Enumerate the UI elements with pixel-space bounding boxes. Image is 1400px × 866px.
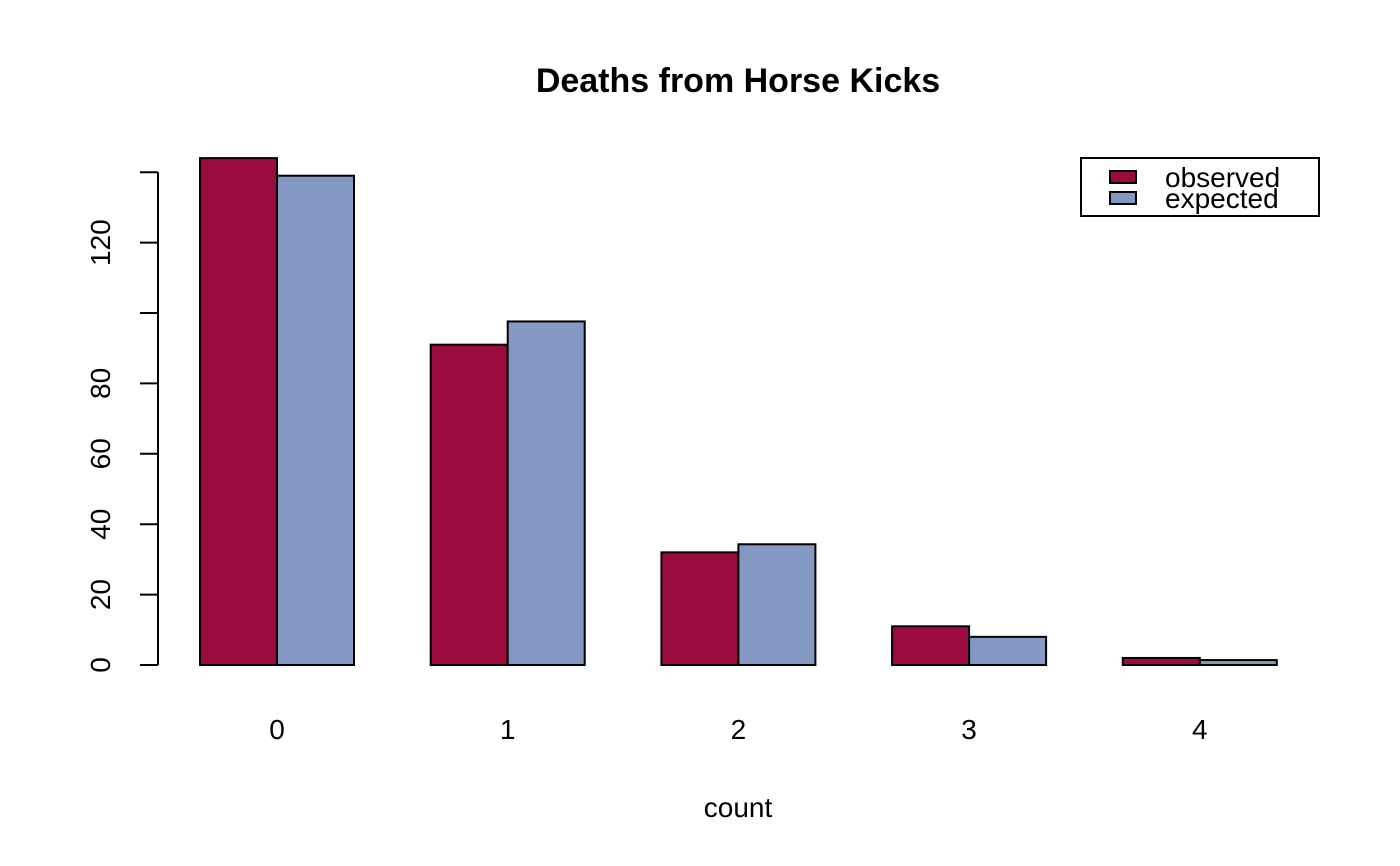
x-tick-label-0: 0 [269, 714, 285, 745]
bar-expected-1 [506, 320, 586, 666]
legend-swatch-observed [1109, 170, 1137, 184]
bar-expected-3 [968, 635, 1048, 667]
x-tick-label-1: 1 [500, 714, 516, 745]
y-tick-label-20: 20 [85, 579, 116, 610]
x-tick-labels: 0 1 2 3 4 [269, 714, 1207, 745]
bar-observed-0 [199, 157, 278, 666]
bar-expected-2 [737, 543, 817, 666]
bars [199, 157, 1278, 667]
y-tick-label-40: 40 [85, 509, 116, 540]
bar-observed-2 [660, 551, 740, 666]
bar-observed-1 [429, 343, 509, 666]
legend-label-expected: expected [1165, 183, 1279, 214]
y-tick-label-0: 0 [85, 657, 116, 673]
legend-box [1080, 157, 1320, 217]
x-axis-label: count [704, 792, 773, 823]
bar-expected-0 [276, 174, 355, 666]
x-tick-label-3: 3 [961, 714, 977, 745]
x-tick-label-2: 2 [731, 714, 747, 745]
legend-label-observed: observed [1165, 162, 1280, 193]
bar-observed-4 [1121, 656, 1201, 667]
bar-expected-4 [1198, 659, 1278, 667]
x-tick-label-4: 4 [1192, 714, 1208, 745]
bar-observed-3 [891, 625, 971, 667]
legend-swatch-expected [1109, 191, 1137, 205]
chart-title: Deaths from Horse Kicks [536, 62, 940, 100]
y-axis: 0 20 40 60 80 120 [85, 171, 159, 673]
y-tick-label-80: 80 [85, 368, 116, 399]
y-tick-label-60: 60 [85, 438, 116, 469]
y-tick-label-120: 120 [85, 219, 116, 266]
